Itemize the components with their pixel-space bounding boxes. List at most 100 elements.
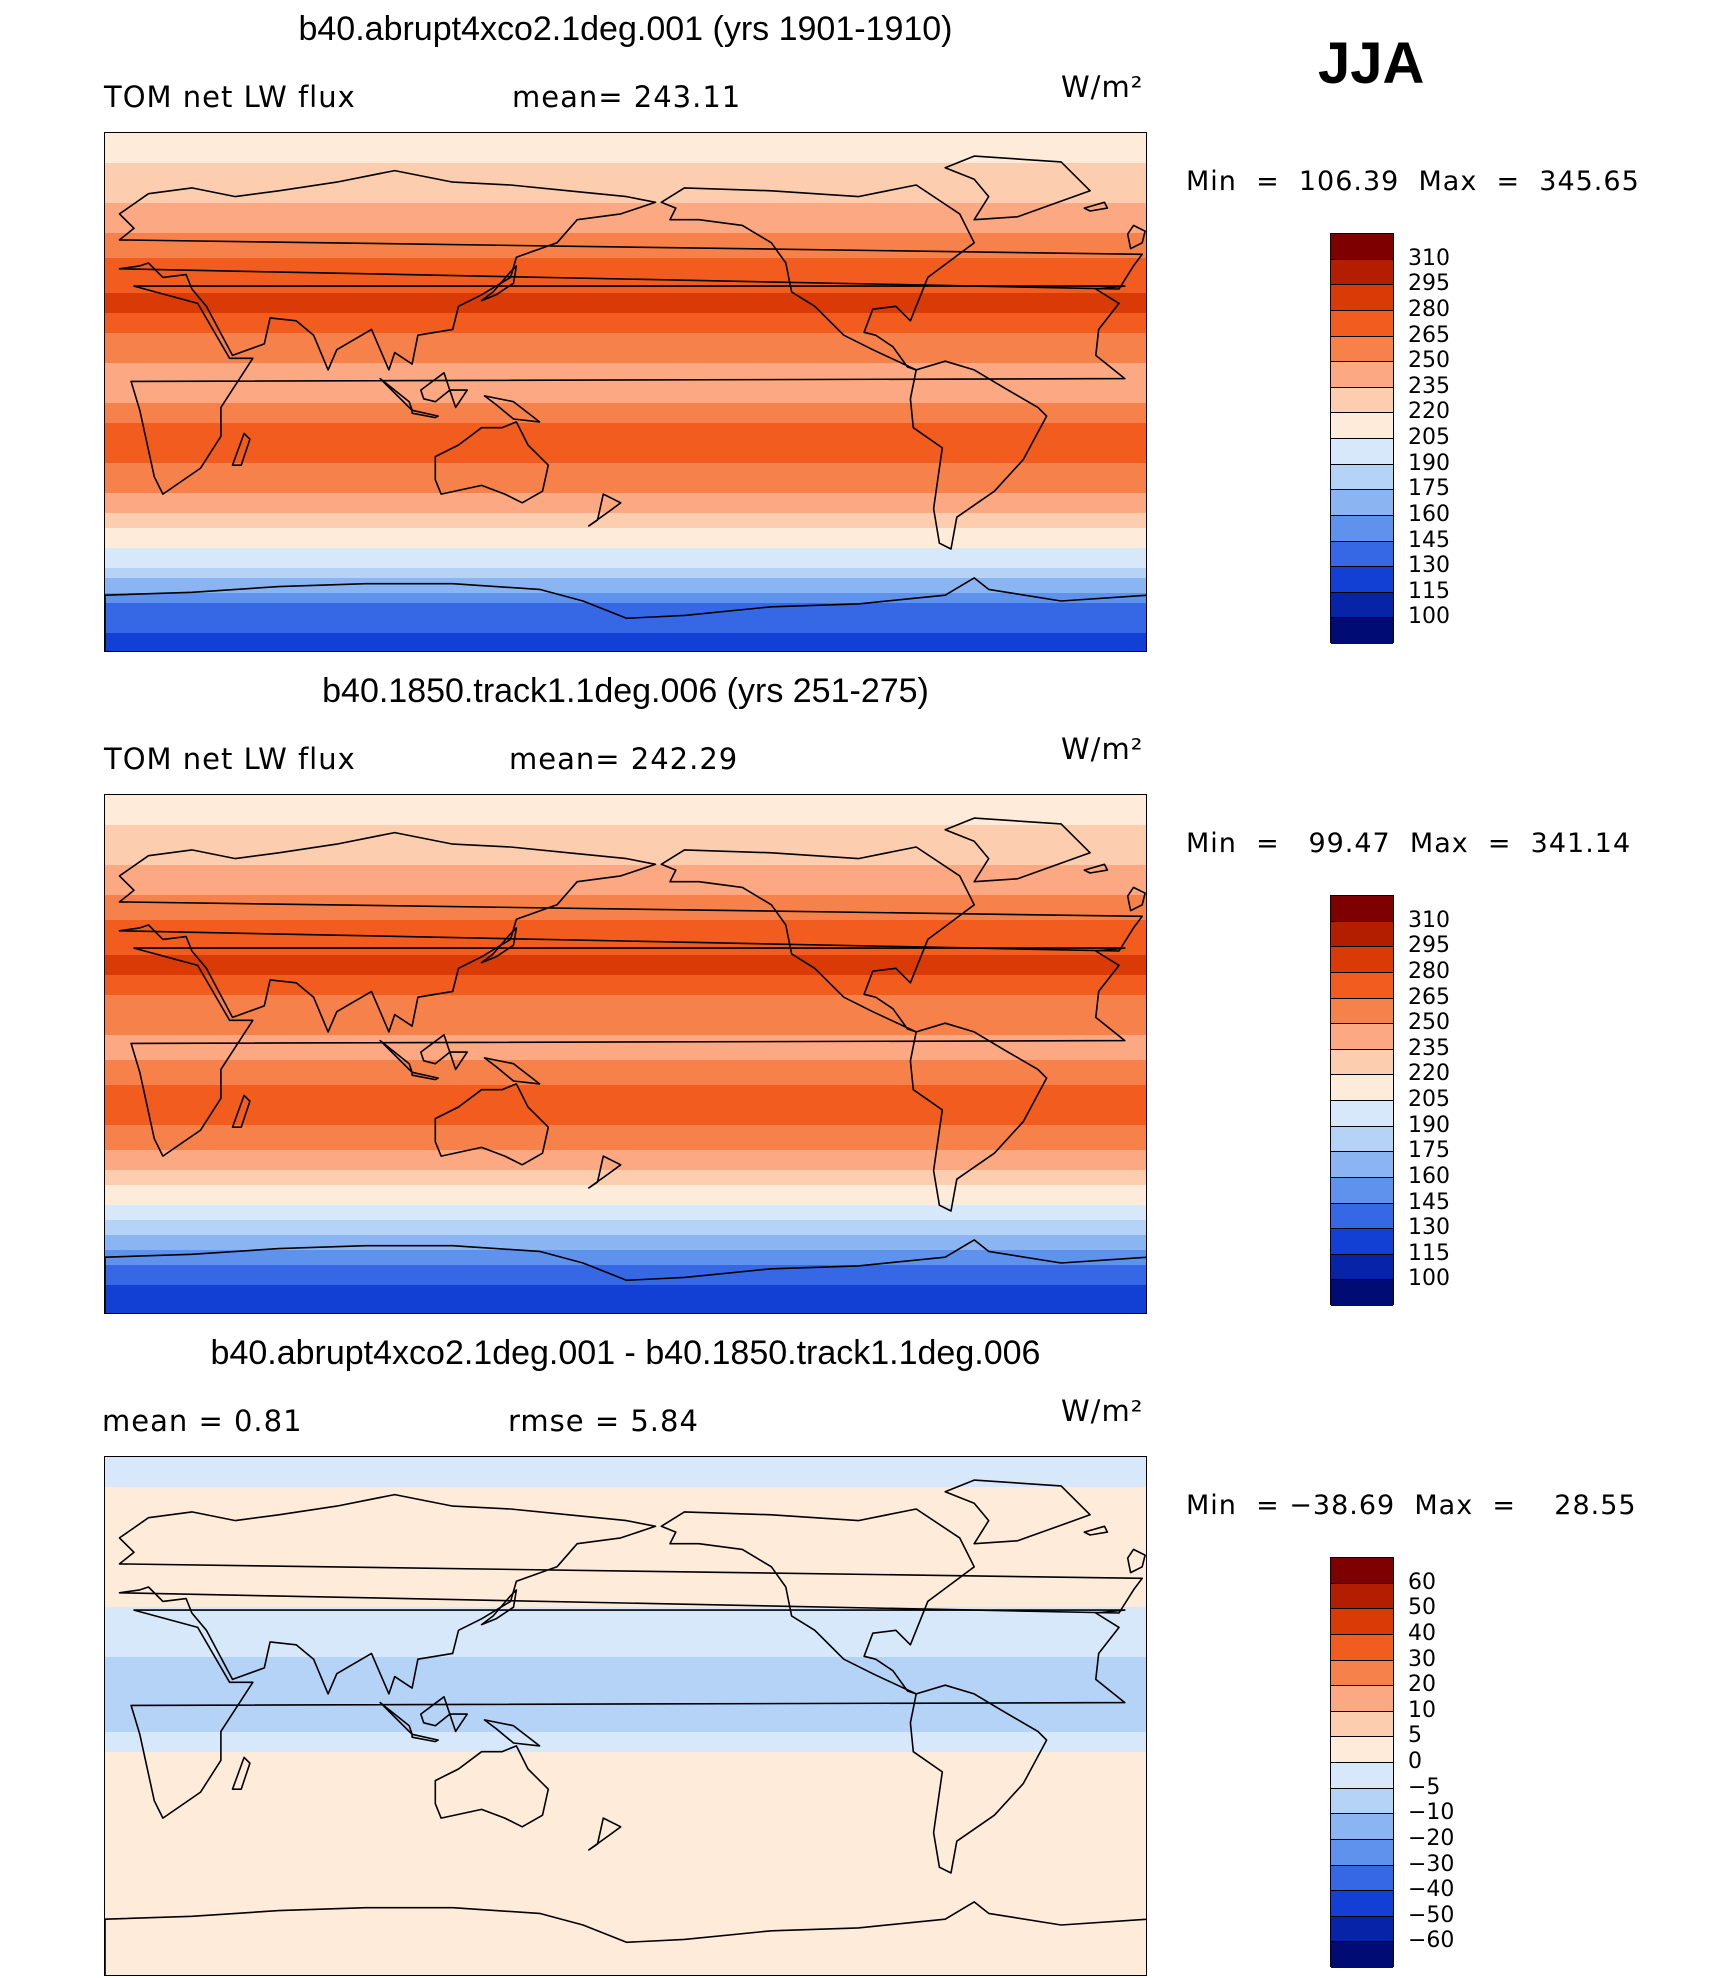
colorbar-tick-label: 30: [1408, 1646, 1436, 1672]
zonal-band: [105, 1862, 1146, 1868]
zonal-band: [105, 433, 1146, 439]
zonal-band: [105, 168, 1146, 174]
colorbar-swatch: [1331, 1891, 1393, 1917]
zonal-band: [105, 1922, 1146, 1928]
zonal-band: [105, 1467, 1146, 1473]
zonal-band: [105, 1562, 1146, 1568]
zonal-band: [105, 995, 1146, 1001]
zonal-band: [105, 178, 1146, 184]
zonal-band: [105, 1165, 1146, 1171]
zonal-band: [105, 643, 1146, 649]
zonal-band: [105, 850, 1146, 856]
colorbar-swatches: [1330, 895, 1394, 1306]
colorbar-tick-label: −40: [1408, 1877, 1455, 1903]
zonal-band: [105, 488, 1146, 494]
zonal-band: [105, 875, 1146, 881]
panel-2-variable-label: TOM net LW flux: [104, 742, 356, 776]
zonal-band: [105, 825, 1146, 831]
zonal-band: [105, 223, 1146, 229]
coastline: [587, 1817, 622, 1851]
zonal-band: [105, 428, 1146, 434]
colorbar-tick-label: 160: [1408, 501, 1450, 527]
zonal-band: [105, 1295, 1146, 1301]
colorbar-swatch: [1331, 1788, 1393, 1815]
zonal-band: [105, 1962, 1146, 1968]
coastline: [448, 389, 469, 409]
zonal-band: [105, 273, 1146, 279]
zonal-band: [105, 1140, 1146, 1146]
colorbar-swatch: [1331, 1865, 1393, 1892]
zonal-band: [105, 795, 1146, 801]
zonal-band: [105, 1035, 1146, 1041]
zonal-band: [105, 1512, 1146, 1518]
coastline: [130, 1609, 1126, 1819]
zonal-band: [105, 288, 1146, 294]
zonal-band: [105, 980, 1146, 986]
coastline: [1126, 1548, 1146, 1574]
zonal-band: [105, 910, 1146, 916]
colorbar-tick-label: 40: [1408, 1620, 1436, 1646]
colorbar-swatch: [1331, 921, 1393, 948]
colorbar-tick-label: 60: [1408, 1569, 1436, 1595]
colorbar-swatch: [1331, 336, 1393, 363]
colorbar-swatch: [1331, 1660, 1393, 1687]
zonal-band: [105, 1080, 1146, 1086]
zonal-band: [105, 1110, 1146, 1116]
zonal-band: [105, 1085, 1146, 1091]
zonal-band: [105, 985, 1146, 991]
zonal-band: [105, 1837, 1146, 1843]
zonal-band: [105, 1010, 1146, 1016]
zonal-band: [105, 1812, 1146, 1818]
zonal-band: [105, 648, 1146, 651]
zonal-band: [105, 1000, 1146, 1006]
coastline: [660, 846, 976, 1033]
zonal-band: [105, 1240, 1146, 1246]
colorbar-swatch: [1331, 1101, 1393, 1127]
zonal-band: [105, 1802, 1146, 1808]
colorbar-tick-label: 100: [1408, 1266, 1450, 1292]
colorbar-swatch: [1331, 1049, 1393, 1076]
coastline: [434, 1745, 550, 1828]
zonal-band: [105, 1637, 1146, 1643]
zonal-band: [105, 930, 1146, 936]
zonal-band: [105, 1487, 1146, 1493]
colorbar-swatch: [1331, 310, 1393, 337]
zonal-band: [105, 1832, 1146, 1838]
zonal-band: [105, 940, 1146, 946]
season-label: JJA: [1318, 31, 1425, 96]
coastline: [660, 1508, 976, 1695]
colorbar-swatch: [1331, 541, 1393, 568]
zonal-band: [105, 368, 1146, 374]
coastline: [587, 1155, 622, 1189]
zonal-band: [105, 1732, 1146, 1738]
zonal-band: [105, 1602, 1146, 1608]
coastline: [944, 155, 1091, 221]
zonal-band: [105, 1577, 1146, 1583]
zonal-band: [105, 1842, 1146, 1848]
zonal-band: [105, 1757, 1146, 1763]
colorbar-swatch: [1331, 387, 1393, 414]
zonal-band: [105, 208, 1146, 214]
zonal-band: [105, 1060, 1146, 1066]
zonal-band: [105, 323, 1146, 329]
zonal-band: [105, 1130, 1146, 1136]
zonal-band: [105, 1722, 1146, 1728]
panel-3-map: [104, 1456, 1147, 1976]
colorbar-tick-label: 250: [1408, 348, 1450, 374]
zonal-band: [105, 1180, 1146, 1186]
zonal-band: [105, 1170, 1146, 1176]
panel-1-variable-label: TOM net LW flux: [104, 80, 356, 114]
zonal-band: [105, 588, 1146, 594]
panel-1-title: b40.abrupt4xco2.1deg.001 (yrs 1901-1910): [298, 10, 953, 48]
coastline: [118, 1493, 1143, 1695]
zonal-band: [105, 920, 1146, 926]
colorbar-swatch: [1331, 1737, 1393, 1763]
zonal-band: [105, 1847, 1146, 1853]
zonal-band: [105, 870, 1146, 876]
zonal-band: [105, 1742, 1146, 1748]
coastline: [909, 1022, 1048, 1212]
zonal-band: [105, 1195, 1146, 1201]
zonal-band: [105, 1305, 1146, 1311]
zonal-band: [105, 1100, 1146, 1106]
zonal-band: [105, 1807, 1146, 1813]
